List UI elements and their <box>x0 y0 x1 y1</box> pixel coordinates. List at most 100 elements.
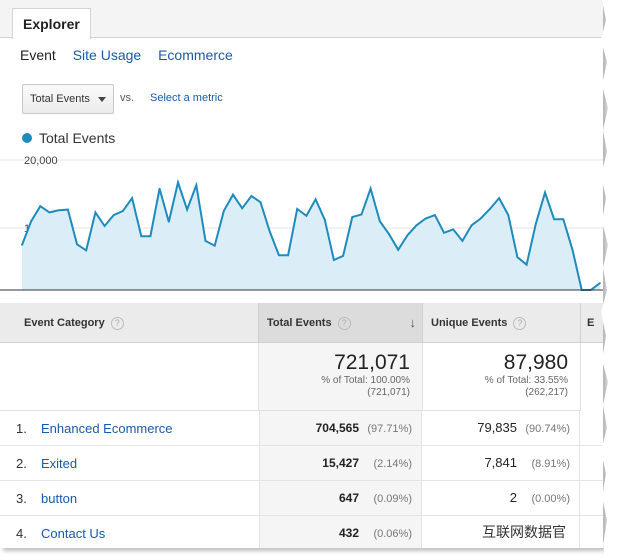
row-index: 1. <box>16 421 27 436</box>
legend-dot-icon <box>22 133 32 143</box>
data-point[interactable] <box>415 224 418 227</box>
row-category-link[interactable]: Enhanced Ecommerce <box>41 421 173 436</box>
data-point[interactable] <box>39 205 42 208</box>
data-point[interactable] <box>452 228 455 231</box>
data-point[interactable] <box>112 214 115 216</box>
data-point[interactable] <box>57 209 60 212</box>
data-point[interactable] <box>443 231 445 234</box>
data-point[interactable] <box>498 197 500 199</box>
subtab-bar: Event Site Usage Ecommerce <box>20 47 246 63</box>
data-point[interactable] <box>287 254 289 256</box>
data-point[interactable] <box>296 208 299 210</box>
data-point[interactable] <box>489 208 491 210</box>
col-header-truncated[interactable]: E <box>581 303 603 343</box>
row-category-link[interactable]: button <box>41 491 78 506</box>
data-point[interactable] <box>21 244 23 246</box>
data-point[interactable] <box>562 218 565 220</box>
data-point[interactable] <box>85 249 88 252</box>
data-point[interactable] <box>479 217 482 220</box>
table-row: 4. Contact Us 432 (0.06%) <box>0 516 603 548</box>
row-total-cell: 432 (0.06%) <box>259 516 422 548</box>
data-point[interactable] <box>186 208 188 211</box>
data-point[interactable] <box>213 244 216 247</box>
data-point[interactable] <box>268 230 271 233</box>
row-unique-pct: (0.00%) <box>531 493 570 505</box>
data-point[interactable] <box>241 207 243 210</box>
row-category-link[interactable]: Contact Us <box>41 526 106 541</box>
data-point[interactable] <box>232 193 234 196</box>
subtab-event[interactable]: Event <box>20 47 56 63</box>
data-point[interactable] <box>30 220 32 222</box>
data-point[interactable] <box>140 235 143 237</box>
col-header-event-category[interactable]: Event Category? <box>0 303 259 343</box>
row-category-link[interactable]: Exited <box>41 456 78 471</box>
data-point[interactable] <box>177 181 179 184</box>
data-point[interactable] <box>333 259 335 261</box>
select-metric-link[interactable]: Select a metric <box>150 92 223 104</box>
data-point[interactable] <box>525 263 528 266</box>
totals-unique-abs: (262,217) <box>525 387 568 398</box>
data-point[interactable] <box>470 224 473 227</box>
row-unique-value: 79,835 <box>477 420 517 435</box>
tab-explorer[interactable]: Explorer <box>12 8 91 39</box>
subtab-site-usage[interactable]: Site Usage <box>72 47 142 63</box>
data-point[interactable] <box>314 198 317 201</box>
data-point[interactable] <box>534 223 537 225</box>
explorer-panel: Explorer Event Site Usage Ecommerce Tota… <box>0 0 605 548</box>
data-point[interactable] <box>259 201 262 203</box>
data-point[interactable] <box>599 282 601 284</box>
data-point[interactable] <box>250 195 253 197</box>
data-point[interactable] <box>305 214 308 217</box>
series-area <box>22 182 600 290</box>
series-line <box>21 178 601 291</box>
vs-label: vs. <box>120 92 135 104</box>
data-point[interactable] <box>67 208 69 211</box>
row-unique-cell: 7,841 (8.91%) <box>423 446 580 480</box>
data-point[interactable] <box>122 210 124 212</box>
data-point[interactable] <box>516 256 519 259</box>
col-header-label: Total Events <box>267 317 332 329</box>
row-unique-cell: 2 (0.00%) <box>423 481 580 515</box>
data-point[interactable] <box>351 216 354 218</box>
data-point[interactable] <box>278 254 280 256</box>
row-total-value: 647 <box>338 491 359 505</box>
data-point[interactable] <box>94 211 97 214</box>
data-point[interactable] <box>149 235 152 237</box>
data-point[interactable] <box>424 217 427 220</box>
data-point[interactable] <box>167 221 170 223</box>
data-point[interactable] <box>204 240 207 242</box>
help-icon[interactable]: ? <box>110 317 124 330</box>
data-point[interactable] <box>158 187 161 190</box>
data-point[interactable] <box>406 234 409 237</box>
data-point[interactable] <box>507 214 510 216</box>
data-point[interactable] <box>103 225 106 227</box>
data-point[interactable] <box>434 214 436 216</box>
data-point[interactable] <box>369 187 372 190</box>
data-point[interactable] <box>544 191 546 194</box>
data-point[interactable] <box>379 220 381 222</box>
data-point[interactable] <box>76 243 78 246</box>
col-header-unique-events[interactable]: Unique Events? <box>423 303 581 343</box>
data-point[interactable] <box>397 248 399 251</box>
subtab-ecommerce[interactable]: Ecommerce <box>158 47 233 63</box>
data-point[interactable] <box>131 197 133 199</box>
row-total-pct: (0.09%) <box>373 493 412 505</box>
data-point[interactable] <box>342 255 344 257</box>
data-point[interactable] <box>553 218 555 220</box>
col-header-label: Event Category <box>24 317 105 329</box>
data-point[interactable] <box>48 211 51 214</box>
data-point[interactable] <box>223 210 225 212</box>
data-point[interactable] <box>195 184 198 186</box>
data-point[interactable] <box>571 248 574 251</box>
row-unique-pct: (8.91%) <box>531 458 570 470</box>
col-header-total-events[interactable]: Total Events? ↓ <box>259 303 423 343</box>
help-icon[interactable]: ? <box>513 317 527 330</box>
data-point[interactable] <box>360 213 363 216</box>
data-point[interactable] <box>461 240 464 242</box>
torn-edge <box>601 0 620 558</box>
data-point[interactable] <box>323 219 326 221</box>
data-point[interactable] <box>388 233 390 235</box>
metric-dropdown[interactable]: Total Events <box>22 84 114 114</box>
row-unique-value: 7,841 <box>484 455 517 470</box>
help-icon[interactable]: ? <box>337 317 351 330</box>
